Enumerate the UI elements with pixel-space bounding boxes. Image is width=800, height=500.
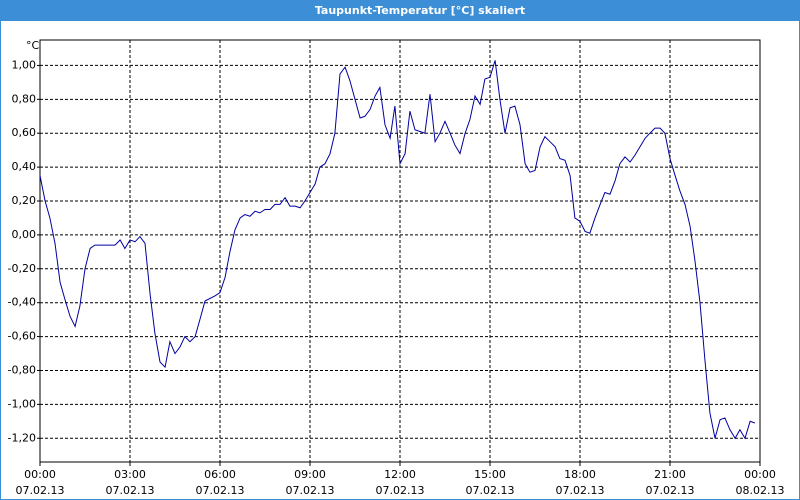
x-tick-label: 06:00 <box>204 468 236 481</box>
data-line <box>39 60 756 440</box>
y-tick-label: -0,60 <box>8 330 36 343</box>
y-tick-label: -0,80 <box>8 363 36 376</box>
chart-title: Taupunkt-Temperatur [°C] skaliert <box>315 4 525 17</box>
x-tick-date: 08.02.13 <box>736 484 785 497</box>
x-tick-label: 12:00 <box>384 468 416 481</box>
x-tick-label: 00:00 <box>744 468 776 481</box>
x-tick-date: 07.02.13 <box>646 484 695 497</box>
x-tick-date: 07.02.13 <box>286 484 335 497</box>
y-tick-label: -0,20 <box>8 262 36 275</box>
y-unit: °C <box>26 39 40 52</box>
title-bar <box>0 0 800 21</box>
y-tick-label: -1,00 <box>8 397 36 410</box>
x-tick-label: 15:00 <box>474 468 506 481</box>
y-tick-label: 0,80 <box>12 92 37 105</box>
x-tick-date: 07.02.13 <box>196 484 245 497</box>
x-tick-label: 18:00 <box>564 468 596 481</box>
y-tick-label: 0,40 <box>12 160 37 173</box>
y-tick-label: -1,20 <box>8 431 36 444</box>
y-tick-label: 1,00 <box>12 58 37 71</box>
y-tick-label: 0,60 <box>12 126 37 139</box>
x-tick-date: 07.02.13 <box>466 484 515 497</box>
x-tick-date: 07.02.13 <box>556 484 605 497</box>
y-tick-label: 0,20 <box>12 194 37 207</box>
x-tick-date: 07.02.13 <box>106 484 155 497</box>
x-tick-label: 00:00 <box>24 468 56 481</box>
x-tick-date: 07.02.13 <box>376 484 425 497</box>
x-tick-label: 09:00 <box>294 468 326 481</box>
x-tick-date: 07.02.13 <box>16 484 65 497</box>
y-tick-label: -0,40 <box>8 296 36 309</box>
x-tick-label: 21:00 <box>654 468 686 481</box>
x-tick-label: 03:00 <box>114 468 146 481</box>
y-tick-label: 0,00 <box>12 228 37 241</box>
